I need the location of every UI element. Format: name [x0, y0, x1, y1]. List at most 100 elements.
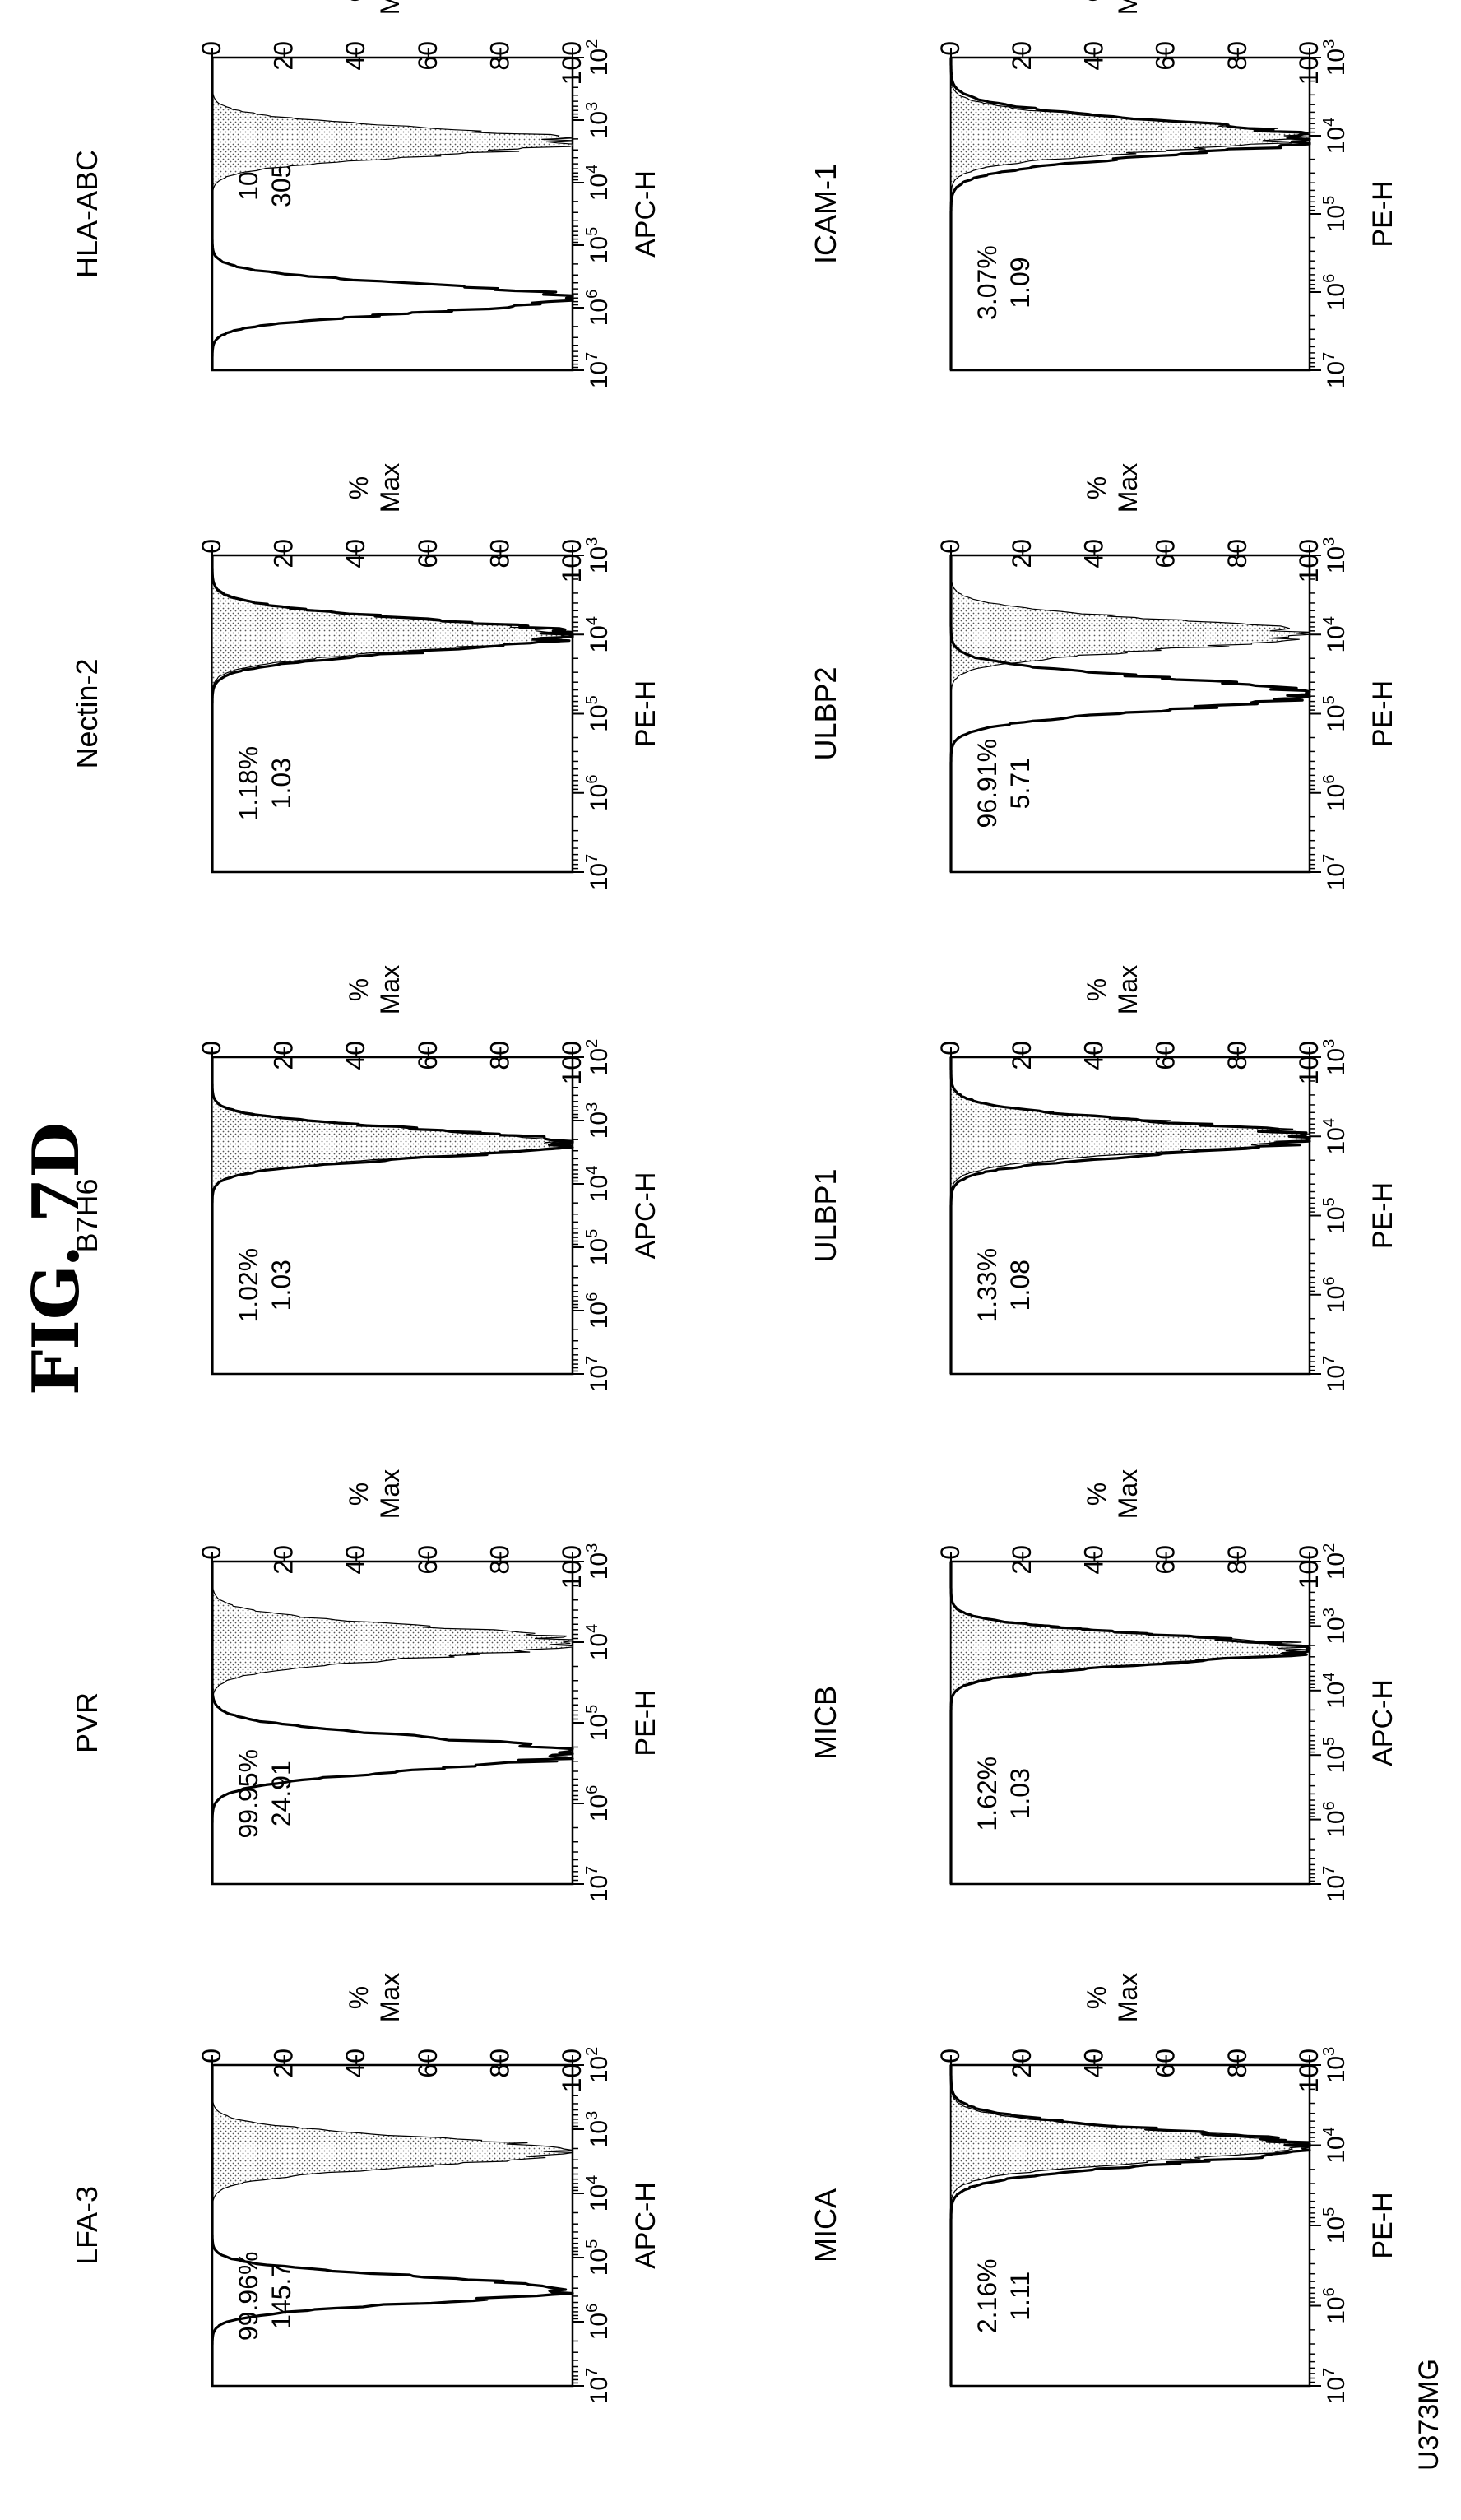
y-tick-label: 20 — [1007, 1545, 1037, 1575]
x-axis-label: PE-H — [1367, 1182, 1398, 1249]
x-tick-label: 107 — [1320, 1356, 1350, 1393]
y-tick-label: 0 — [935, 2049, 965, 2063]
y-tick-label: 20 — [269, 1041, 299, 1070]
y-axis-label-percent: % — [344, 1986, 373, 2009]
y-tick-label: 100 — [557, 539, 587, 582]
histogram-panel: 0 20 40 60 80 100% Max 102 103 104 105 106 107 APC-H L… — [70, 1973, 661, 2404]
x-tick-label: 103 — [583, 1543, 613, 1580]
x-tick-label: 103 — [583, 102, 613, 139]
marker-label: Nectin-2 — [70, 658, 104, 768]
x-tick-label: 102 — [1320, 1543, 1350, 1580]
x-tick-label: 105 — [1320, 695, 1350, 732]
x-tick-label: 103 — [1320, 1608, 1350, 1645]
x-tick-label: 104 — [583, 2175, 613, 2212]
x-tick-label: 105 — [583, 1229, 613, 1266]
histogram-panel: 0 20 40 60 80 100%Max 103 104 105 106 107 PE-H ICAM-… — [809, 0, 1398, 388]
y-tick-label: 80 — [1222, 1041, 1252, 1070]
y-tick-label: 20 — [1007, 2049, 1037, 2078]
stained-histogram — [211, 1056, 574, 1375]
y-tick-label: 40 — [341, 539, 370, 569]
stained-histogram — [949, 2064, 1311, 2387]
x-tick-label: 105 — [583, 2239, 613, 2276]
x-axis-label: APC-H — [630, 170, 661, 258]
x-tick-label: 104 — [583, 1166, 613, 1203]
y-tick-label: 20 — [269, 2049, 299, 2078]
y-tick-label: 80 — [1222, 2049, 1252, 2078]
mfi-ratio: 5.71 — [1005, 758, 1035, 809]
x-tick-label: 107 — [1320, 854, 1350, 891]
y-tick-label: 100 — [557, 1545, 587, 1589]
y-axis-label-percent: % — [1082, 1483, 1111, 1506]
y-tick-label: 100 — [1294, 41, 1324, 85]
marker-label: PVR — [70, 1692, 104, 1753]
x-tick-label: 105 — [1320, 1737, 1350, 1774]
y-tick-label: 20 — [269, 539, 299, 569]
x-tick-label: 107 — [1320, 1866, 1350, 1903]
histogram-panels: 0 20 40 60 80 100% Max103104105106107PE-HMICA2… — [70, 0, 1398, 2404]
y-tick-label: 0 — [197, 539, 226, 554]
x-axis-label: PE-H — [630, 680, 661, 747]
x-tick-label: 103 — [1320, 537, 1350, 574]
x-tick-label: 102 — [583, 39, 613, 77]
mfi-ratio: 24.91 — [267, 1761, 296, 1826]
x-tick-label: 104 — [583, 1624, 613, 1661]
y-tick-label: 100 — [1294, 1041, 1324, 1084]
y-tick-label: 100 — [557, 1041, 587, 1084]
percent-positive: 1.18% — [234, 746, 263, 821]
percent-positive: 2.16% — [972, 2258, 1002, 2333]
y-tick-label: 80 — [485, 41, 514, 71]
x-tick-label: 103 — [1320, 2047, 1350, 2084]
y-axis-label-max: Max — [1113, 965, 1143, 1014]
y-tick-label: 60 — [413, 2049, 443, 2078]
x-tick-label: 104 — [1320, 118, 1350, 155]
x-tick-label: 104 — [1320, 616, 1350, 653]
y-tick-label: 40 — [341, 41, 370, 71]
marker-label: HLA-ABC — [70, 150, 104, 278]
percent-positive: 1.33% — [972, 1248, 1002, 1323]
x-tick-label: 107 — [583, 854, 613, 891]
x-axis-label: PE-H — [1367, 2192, 1398, 2258]
stained-histogram — [211, 555, 574, 873]
x-tick-label: 105 — [1320, 196, 1350, 233]
y-tick-label: 60 — [1151, 2049, 1180, 2078]
y-axis-label-max: Max — [1113, 0, 1143, 15]
y-tick-label: 80 — [485, 539, 514, 569]
stained-histogram — [949, 1561, 1311, 1885]
x-tick-label: 106 — [1320, 775, 1350, 812]
x-tick-label: 106 — [583, 290, 613, 327]
y-tick-label: 0 — [197, 2049, 226, 2063]
y-axis-label-max: Max — [375, 0, 405, 15]
y-tick-label: 40 — [1078, 41, 1108, 71]
y-tick-label: 0 — [935, 41, 965, 56]
stained-histogram — [949, 1056, 1311, 1375]
y-tick-label: 40 — [341, 2049, 370, 2078]
x-tick-label: 107 — [583, 352, 613, 389]
percent-positive: 99.95% — [234, 1749, 263, 1839]
percent-positive: 96.91% — [972, 739, 1002, 828]
x-axis-label: APC-H — [630, 1172, 661, 1260]
percent-positive: 1.62% — [972, 1757, 1002, 1831]
x-tick-label: 106 — [583, 1785, 613, 1822]
x-axis-label: PE-H — [630, 1689, 661, 1756]
x-tick-label: 103 — [1320, 1039, 1350, 1076]
y-tick-label: 80 — [485, 2049, 514, 2078]
cell-line-label: U373MG — [1413, 2359, 1445, 2471]
y-tick-label: 40 — [1078, 1545, 1108, 1575]
x-tick-label: 103 — [583, 2111, 613, 2148]
mfi-ratio: 1.08 — [1005, 1260, 1035, 1311]
marker-label: MICB — [809, 1686, 842, 1760]
y-axis-label-max: Max — [375, 965, 405, 1014]
y-tick-label: 0 — [197, 1545, 226, 1560]
y-tick-label: 80 — [1222, 539, 1252, 569]
x-tick-label: 107 — [583, 2368, 613, 2405]
x-tick-label: 105 — [583, 227, 613, 264]
x-tick-label: 105 — [1320, 2207, 1350, 2244]
x-tick-label: 107 — [583, 1356, 613, 1393]
plot-frame — [211, 1056, 574, 1376]
x-tick-label: 104 — [1320, 1673, 1350, 1710]
x-axis-label: PE-H — [1367, 680, 1398, 747]
y-axis-label-max: Max — [1113, 1973, 1143, 2022]
x-tick-label: 103 — [583, 537, 613, 574]
figure-title: FIG. 7D — [19, 1122, 94, 1395]
histogram-panel: 0 20 40 60 80 100% Max 102 103 104 105 106 107 APC-H B… — [70, 965, 661, 1392]
